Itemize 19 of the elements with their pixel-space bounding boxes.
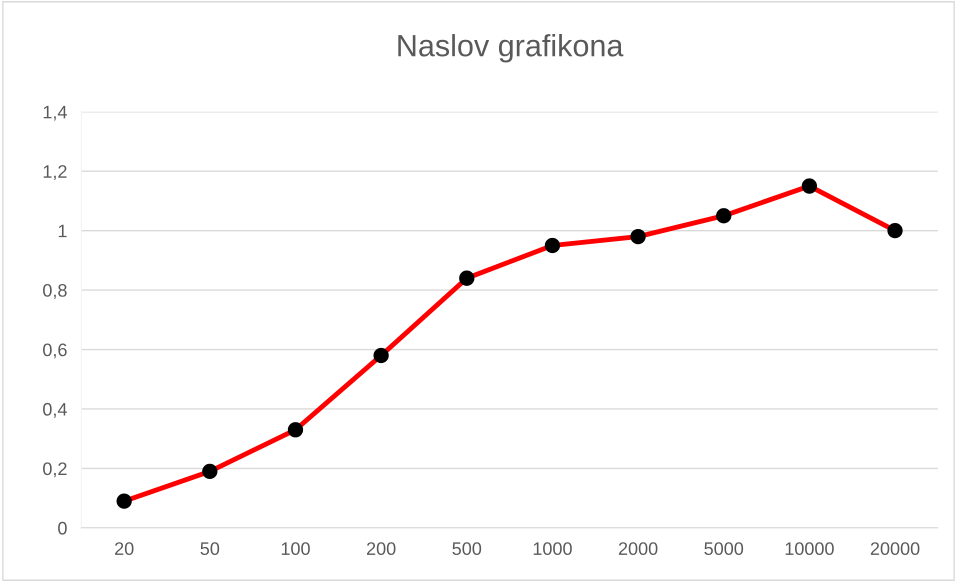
y-tick-label: 0,6 [43, 343, 67, 358]
y-tick-label: 1,2 [44, 165, 67, 180]
x-tick-label: 20000 [870, 542, 920, 556]
x-tick-label: 200 [366, 542, 396, 556]
x-tick-label: 2000 [618, 542, 658, 556]
x-tick-label: 100 [282, 542, 310, 556]
x-tick-label: 20 [115, 542, 134, 556]
x-tick-label: 5000 [704, 542, 744, 556]
y-tick-label: 0,2 [43, 462, 67, 478]
y-tick-label: 1,4 [44, 106, 67, 121]
x-tick-label: 50 [200, 542, 220, 556]
x-tick-label: 1000 [534, 542, 572, 556]
y-tick-label: 0 [58, 522, 67, 535]
chart-title: Naslov grafikona [398, 34, 624, 63]
x-tick-label: 10000 [786, 542, 834, 556]
x-tick-label: 500 [452, 542, 482, 556]
y-tick-label: 0,8 [43, 284, 67, 299]
y-tick-label: 0,4 [43, 402, 67, 418]
y-tick-label: 1 [58, 224, 67, 238]
